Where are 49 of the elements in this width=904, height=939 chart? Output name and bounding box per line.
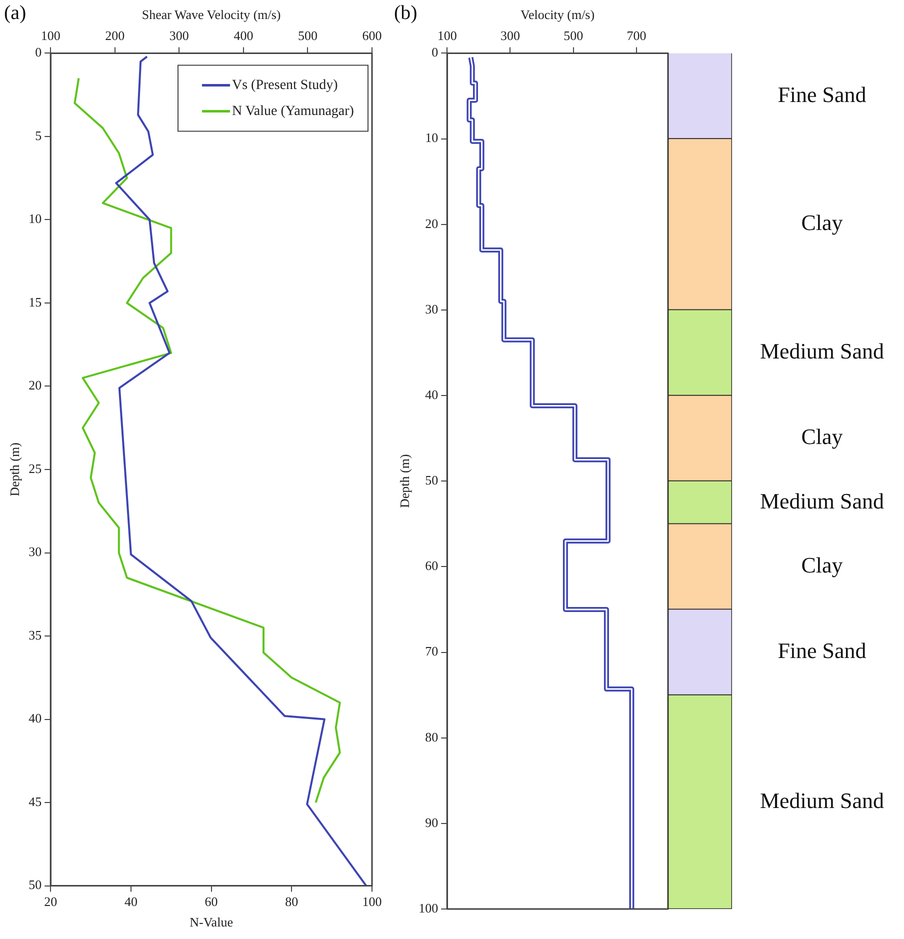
text: Clay [801, 210, 843, 236]
x-tick-label: 100 [437, 28, 457, 43]
y-tick-label: 20 [28, 378, 42, 393]
text: Clay [801, 424, 843, 450]
y-tick-label: 60 [425, 558, 438, 574]
y-tick-label: 80 [425, 729, 438, 744]
y-tick-label: 50 [425, 472, 438, 488]
y-tick-label: 10 [28, 211, 42, 226]
x-tick-label: 300 [500, 28, 520, 43]
y-tick-label: 40 [28, 710, 42, 726]
y-tick-label: 35 [28, 627, 42, 642]
x-tick-label: 60 [204, 894, 218, 910]
y-tick-label: 0 [432, 44, 438, 60]
series-label: Medium Sand [760, 488, 884, 514]
x2-axis-title: Shear Wave Velocity (m/s) [142, 7, 281, 22]
x2-tick-label: 600 [362, 28, 382, 43]
y-tick-label: 50 [28, 877, 42, 892]
y-tick-label: 30 [425, 301, 438, 316]
series-label: Medium Sand [760, 788, 884, 813]
x-axis-title: N-Value [190, 914, 234, 930]
y-tick-label: 40 [425, 386, 438, 402]
y-tick-label: 90 [425, 814, 438, 830]
y-tick-label: 45 [28, 794, 42, 809]
text: Clay [801, 552, 843, 578]
x-axis-title: Velocity (m/s) [520, 7, 595, 22]
x2-tick-label: 400 [234, 28, 254, 43]
y-tick-label: 30 [28, 544, 42, 560]
series-label: Medium Sand [760, 338, 884, 364]
y-tick-label: 5 [35, 128, 42, 143]
x-tick-label: 40 [124, 894, 138, 910]
y-tick-label: 25 [28, 460, 42, 476]
y-tick-label: 70 [425, 644, 438, 659]
x2-tick-label: 200 [105, 28, 125, 43]
text: Fine Sand [778, 638, 866, 664]
y-axis-title: Depth (m) [7, 442, 22, 496]
y-tick-label: 20 [425, 216, 438, 231]
legend-label: N Value (Yamunagar) [232, 104, 354, 119]
x-tick-label: 500 [564, 28, 584, 43]
legend-label: Vs (Present Study) [232, 78, 338, 93]
y-axis-title: Depth (m) [397, 454, 412, 508]
text: Fine Sand [778, 82, 866, 107]
chart-title: (b) [394, 2, 418, 25]
x-tick-label: 700 [626, 28, 646, 43]
y-tick-label: 10 [425, 130, 438, 146]
chart-title: (a) [4, 2, 26, 25]
y-tick-label: 15 [28, 294, 42, 310]
y-tick-label: 0 [35, 44, 42, 60]
x-tick-label: 100 [362, 894, 382, 910]
x-tick-label: 80 [285, 894, 298, 910]
